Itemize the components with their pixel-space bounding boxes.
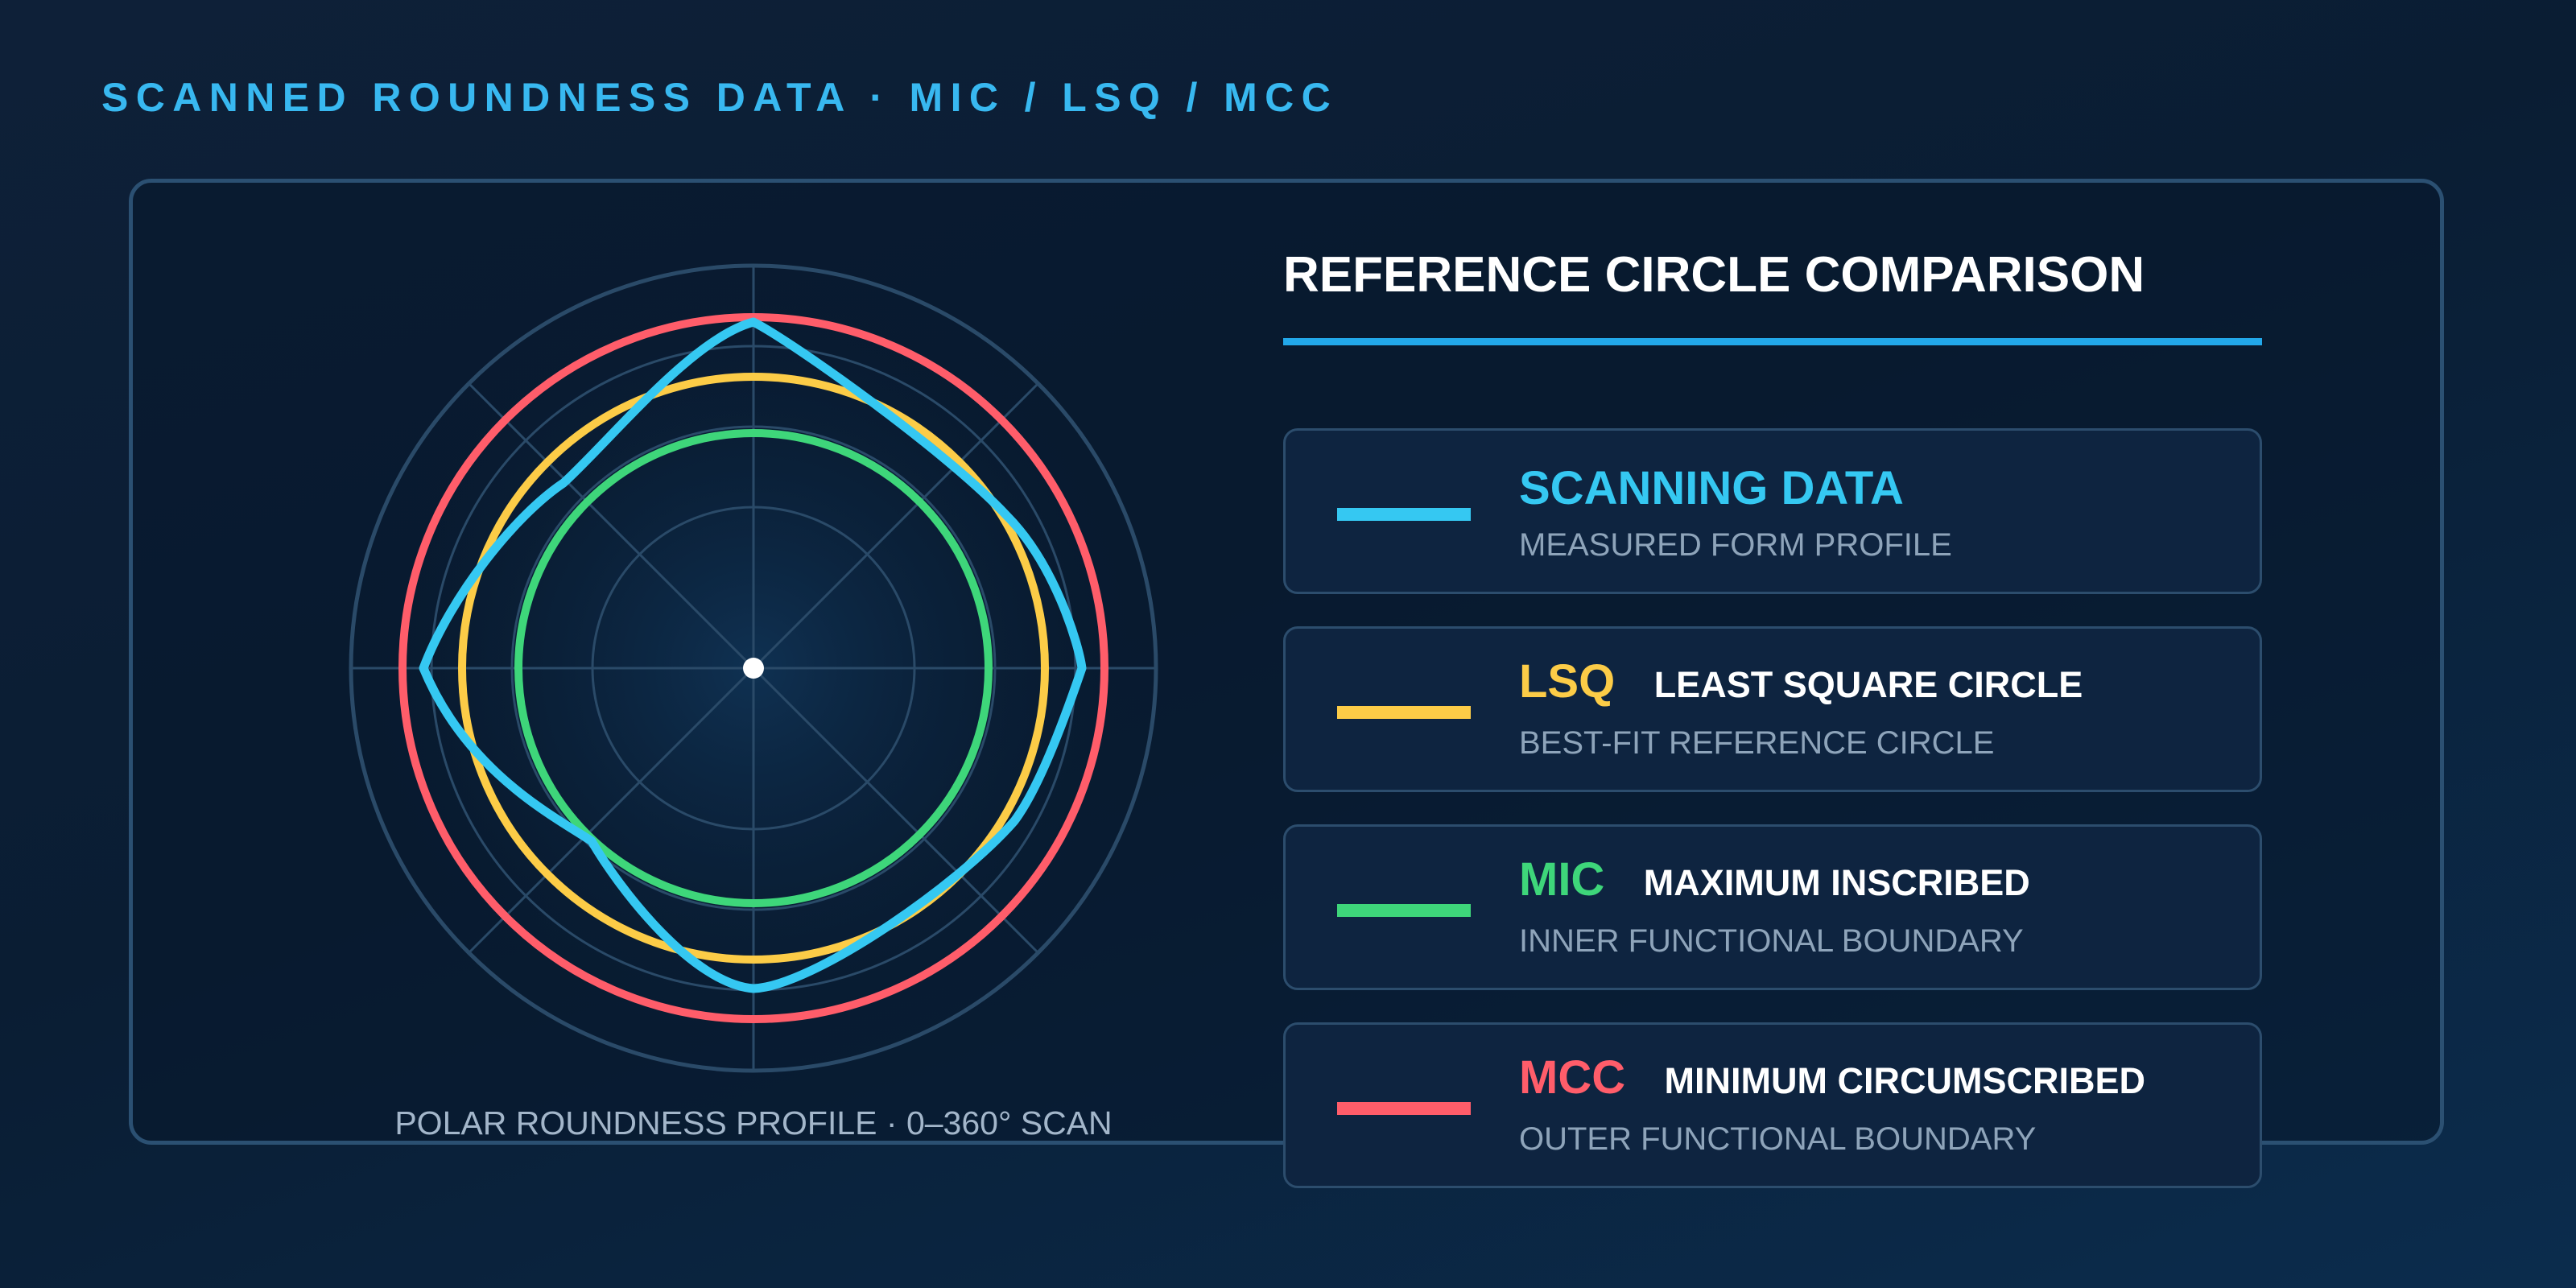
legend-name: MINIMUM CIRCUMSCRIBED — [1664, 1060, 2146, 1101]
legend-code: MCC — [1519, 1051, 1626, 1104]
legend-card-scanning-data: SCANNING DATA MEASURED FORM PROFILE — [1283, 428, 2262, 594]
lsq-swatch — [1337, 706, 1471, 719]
legend-description: OUTER FUNCTIONAL BOUNDARY — [1519, 1121, 2037, 1157]
legend-card-mcc: MCC MINIMUM CIRCUMSCRIBED OUTER FUNCTION… — [1283, 1022, 2262, 1188]
legend-description: BEST-FIT REFERENCE CIRCLE — [1519, 725, 1995, 761]
legend-name: MAXIMUM INSCRIBED — [1643, 862, 2030, 903]
legend-code: LSQ — [1519, 655, 1616, 708]
mcc-swatch — [1337, 1102, 1471, 1115]
legend-card-lsq: LSQ LEAST SQUARE CIRCLE BEST-FIT REFEREN… — [1283, 626, 2262, 792]
scanning-data-swatch — [1337, 508, 1471, 521]
legend-description: INNER FUNCTIONAL BOUNDARY — [1519, 923, 2024, 959]
legend-title-underline — [1283, 338, 2262, 345]
legend-code: MIC — [1519, 853, 1605, 906]
polar-plot-caption: POLAR ROUNDNESS PROFILE · 0–360° SCAN — [394, 1104, 1113, 1141]
legend-title: REFERENCE CIRCLE COMPARISON — [1283, 247, 2145, 303]
legend-description: MEASURED FORM PROFILE — [1519, 527, 1952, 563]
legend-name: LEAST SQUARE CIRCLE — [1653, 664, 2083, 705]
legend-code: SCANNING DATA — [1519, 462, 1904, 514]
page-title: SCANNED ROUNDNESS DATA · MIC / LSQ / MCC — [101, 75, 1339, 120]
legend-card-mic: MIC MAXIMUM INSCRIBED INNER FUNCTIONAL B… — [1283, 824, 2262, 990]
mic-swatch — [1337, 904, 1471, 917]
